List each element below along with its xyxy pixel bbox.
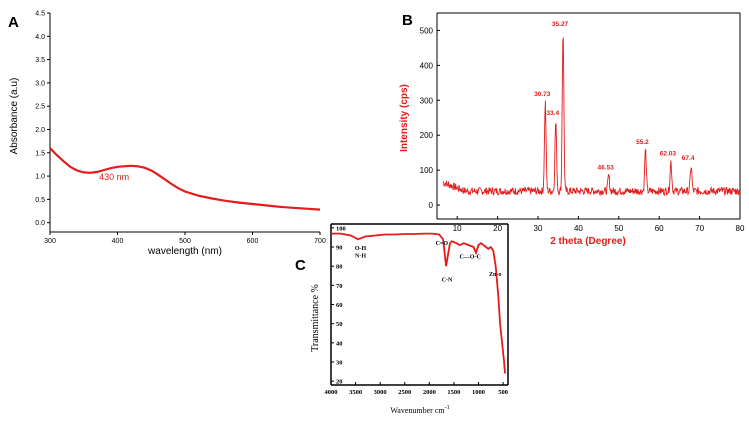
panel-b-x-tick-label: 60	[655, 224, 664, 233]
panel-b-y-tick-label: 100	[420, 166, 434, 175]
panel-b-x-tick-label: 70	[695, 224, 704, 233]
panel-a-y-tick-label: 4.0	[35, 34, 45, 41]
panel-c-x-label: Wavenumber cm-1	[390, 405, 449, 415]
panel-c-series-line	[331, 232, 506, 374]
panel-c-y-tick-label: 80	[336, 264, 343, 271]
panel-c-annotation: C-N	[442, 278, 453, 284]
panel-c-annotation: N-H	[355, 254, 366, 260]
panel-c-y-tick-label: 20	[336, 379, 343, 386]
panel-a-y-tick-label: 4.5	[35, 11, 45, 18]
panel-label-b: B	[402, 12, 413, 29]
panel-b-x-tick-label: 20	[493, 224, 502, 233]
panel-c-chart: Wavenumber cm-1 Transmittance % 4000 3500…	[310, 223, 509, 415]
panel-c-x-tick-label: 2500	[398, 389, 411, 396]
panel-b-x-tick-label: 10	[453, 224, 462, 233]
panel-b-y-tick-label: 200	[420, 131, 434, 140]
panel-c-y-tick-label: 40	[336, 340, 343, 347]
panel-b-peak-label: 67.4	[682, 155, 695, 162]
panel-c-x-tick-label: 3000	[374, 389, 387, 396]
panel-a-y-tick-label: 2.5	[35, 104, 45, 111]
panel-a-y-tick-label: 3.0	[35, 80, 45, 87]
panel-c-y-tick-label: 60	[336, 302, 343, 309]
panel-a-x-tick-label: 600	[247, 238, 259, 245]
panel-a-series-line	[49, 147, 321, 211]
panel-b-series-line	[442, 37, 741, 197]
panel-c-x-tick-label: 2000	[423, 389, 436, 396]
panel-c-x-label-sup: -1	[445, 405, 450, 411]
panel-a-x-tick-label: 300	[44, 238, 56, 245]
panel-b-x-tick-label: 50	[614, 224, 623, 233]
panel-a-y-tick-label: 1.0	[35, 174, 45, 181]
panel-b-peak-label: 55.2	[636, 139, 649, 146]
panel-a-x-tick-label: 400	[112, 238, 124, 245]
panel-a-y-tick-label: 0.5	[35, 197, 45, 204]
panel-b-x-tick-label: 40	[574, 224, 583, 233]
panel-c-annotation: C=O	[436, 241, 449, 247]
panel-b-y-tick-label: 0	[429, 201, 434, 210]
panel-a-y-tick-label: 1.5	[35, 150, 45, 157]
panel-a-y-tick-label: 3.5	[35, 57, 45, 64]
panel-c-x-label-text: Wavenumber cm	[390, 406, 445, 415]
panel-b-x-label: 2 theta (Degree)	[550, 236, 626, 247]
panel-c-x-tick-label: 1500	[447, 389, 460, 396]
panel-c-y-tick-label: 70	[336, 283, 343, 290]
panel-b-y-tick-label: 400	[420, 61, 434, 70]
panel-a-chart: wavelength (nm) Absorbance (a.u) 300 400 5…	[9, 11, 326, 258]
panel-a-annotation: 430 nm	[99, 172, 129, 182]
panel-a-x-tick-label: 500	[179, 238, 191, 245]
panel-a-y-tick-label: 0.0	[35, 220, 45, 227]
panel-b-x-tick-label: 80	[736, 224, 745, 233]
panel-b-peak-label: 33.4	[546, 110, 559, 117]
panel-c-x-tick-label: 500	[498, 389, 508, 396]
panel-label-c: C	[295, 257, 306, 274]
panel-b-y-tick-label: 500	[420, 26, 434, 35]
panel-b-x-tick-label: 30	[534, 224, 543, 233]
panel-c-y-tick-label: 50	[336, 321, 343, 328]
panel-b-peak-label: 62.03	[660, 150, 677, 157]
panel-c-annotation: C—O-C	[459, 255, 480, 261]
panel-c-y-tick-label: 30	[336, 360, 343, 367]
panel-b-peak-label: 30.73	[534, 91, 551, 98]
panel-a-x-label: wavelength (nm)	[147, 246, 222, 257]
panel-c-x-tick-label: 3500	[349, 389, 362, 396]
panel-b-y-label: Intensity (cps)	[399, 84, 410, 152]
panel-c-annotation: Zn-o	[489, 272, 501, 278]
panel-a-y-label: Absorbance (a.u)	[9, 78, 20, 155]
panel-a-y-tick-label: 2.0	[35, 127, 45, 134]
panel-c-y-label: Transmittance %	[310, 284, 321, 352]
panel-c-annotation: O-H	[355, 246, 367, 252]
panel-a-x-tick-label: 700	[314, 238, 326, 245]
panel-c-x-tick-label: 1000	[472, 389, 485, 396]
panel-c-x-tick-label: 4000	[325, 389, 338, 396]
panel-b-peak-label: 46.53	[598, 164, 615, 171]
panel-b-peak-label: 35.27	[552, 21, 569, 28]
panel-c-y-tick-label: 90	[336, 245, 343, 252]
panel-b-y-tick-label: 300	[420, 96, 434, 105]
panel-label-a: A	[8, 14, 19, 31]
panel-b-chart: 2 theta (Degree) Intensity (cps) 10 20 30 4…	[399, 12, 745, 247]
panel-c-y-tick-label: 100	[336, 225, 346, 232]
